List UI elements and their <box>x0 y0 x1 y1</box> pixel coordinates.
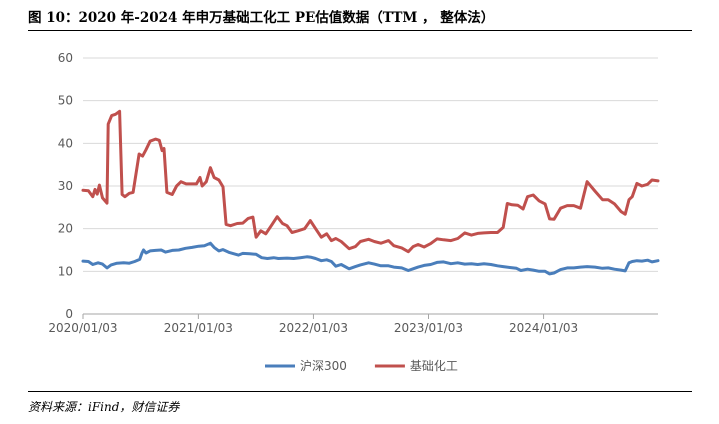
y-axis-ticks: 0 10 20 30 40 50 60 <box>58 51 73 321</box>
series-line <box>81 241 660 276</box>
x-tick-label: 2022/01/03 <box>279 321 348 335</box>
y-tick-label: 50 <box>58 94 73 108</box>
pe-chart-frame: 0 10 20 30 40 50 60 2020/01/03 2021/01/03 2022/0… <box>28 36 692 386</box>
source-rule <box>28 391 692 392</box>
y-tick-label: 30 <box>58 179 73 193</box>
series-line <box>81 109 660 254</box>
y-tick-label: 20 <box>58 222 73 236</box>
x-tick-label: 2023/01/03 <box>394 321 463 335</box>
y-tick-label: 60 <box>58 51 73 65</box>
x-tick-label: 2024/01/03 <box>509 321 578 335</box>
pe-line-chart: 0 10 20 30 40 50 60 2020/01/03 2021/01/03 2022/0… <box>48 51 660 373</box>
legend-label: 基础化工 <box>410 359 458 373</box>
x-tick-label: 2021/01/03 <box>164 321 233 335</box>
y-tick-label: 10 <box>58 264 73 278</box>
source-note: 资料来源：iFind，财信证券 <box>28 400 180 414</box>
y-tick-label: 40 <box>58 136 73 150</box>
series-lines <box>81 109 660 276</box>
y-tick-label: 0 <box>65 307 73 321</box>
figure-title: 图 10：2020 年-2024 年申万基础工化工 PE估值数据（TTM ， 整… <box>28 10 495 26</box>
legend-label: 沪深300 <box>300 359 347 373</box>
legend: 沪深300 基础化工 <box>265 359 458 373</box>
x-tick-label: 2020/01/03 <box>48 321 117 335</box>
gridlines <box>83 57 658 315</box>
x-axis-ticks: 2020/01/03 2021/01/03 2022/01/03 2023/01/03… <box>48 314 578 335</box>
title-rule <box>28 30 692 31</box>
